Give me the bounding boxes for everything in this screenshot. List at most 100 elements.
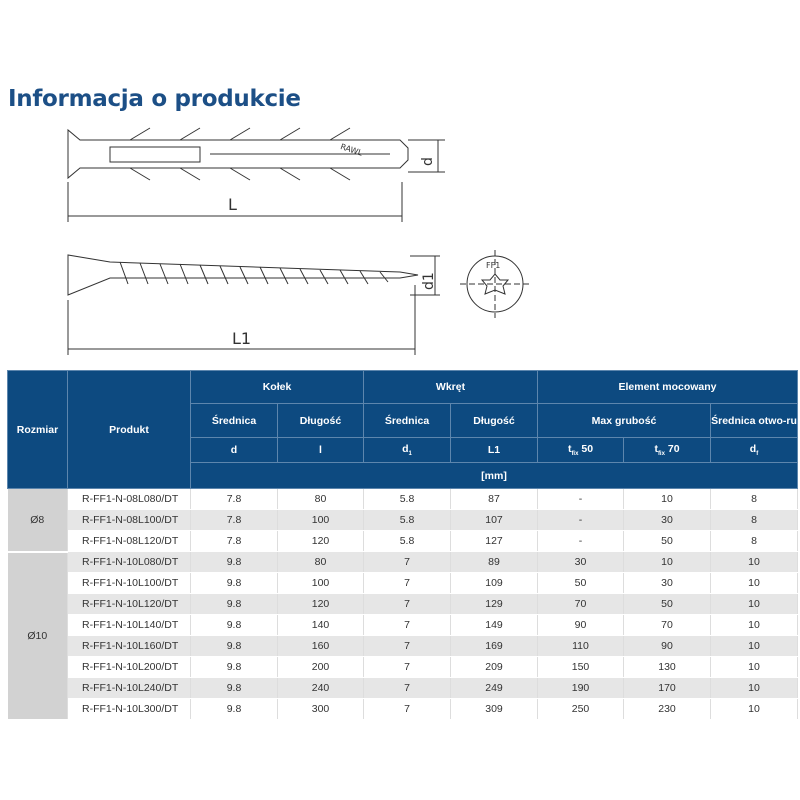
unit-mm: [mm] xyxy=(190,462,798,489)
value-cell: 209 xyxy=(450,656,538,678)
value-cell: 5.8 xyxy=(363,530,451,552)
value-cell: 7 xyxy=(363,635,451,657)
value-cell: 5.8 xyxy=(363,509,451,531)
value-cell: 7.8 xyxy=(190,488,278,510)
product-code: R-FF1-N-10L120/DT xyxy=(67,593,191,615)
value-cell: 10 xyxy=(623,488,711,510)
table-row: R-FF1-N-10L100/DT 9.8 100 7 109 50 30 10 xyxy=(8,572,798,594)
value-cell: 107 xyxy=(450,509,538,531)
value-cell: 9.8 xyxy=(190,677,278,699)
brand-label: RAWL xyxy=(339,142,364,158)
value-cell: - xyxy=(537,488,624,510)
product-code: R-FF1-N-08L120/DT xyxy=(67,530,191,552)
product-code: R-FF1-N-10L140/DT xyxy=(67,614,191,636)
page-title: Informacja o produkcie xyxy=(8,86,301,112)
value-cell: 10 xyxy=(710,677,798,699)
value-cell: 30 xyxy=(623,509,711,531)
table-row: R-FF1-N-08L120/DT 7.8 120 5.8 127-50 8 xyxy=(8,530,798,552)
value-cell: - xyxy=(537,530,624,552)
value-cell: 169 xyxy=(450,635,538,657)
value-cell: 10 xyxy=(710,614,798,636)
value-cell: 10 xyxy=(710,635,798,657)
dim-L: L xyxy=(228,195,237,214)
value-cell: 7 xyxy=(363,572,451,594)
value-cell: 9.8 xyxy=(190,635,278,657)
table-row: R-FF1-N-10L240/DT 9.8 240 7 249 190 170 10 xyxy=(8,677,798,699)
value-cell: 200 xyxy=(277,656,364,678)
dim-d1: d1 xyxy=(421,272,437,290)
value-cell: 50 xyxy=(623,530,711,552)
value-cell: 120 xyxy=(277,530,364,552)
sym-d1: d1 xyxy=(363,437,451,463)
value-cell: 7 xyxy=(363,614,451,636)
table-row: Ø10 R-FF1-N-10L080/DT 9.8 80 7 89 30 10 10 xyxy=(7,551,798,721)
size-cell: Ø8 xyxy=(7,488,68,553)
value-cell: 150 xyxy=(537,656,624,678)
value-cell: 10 xyxy=(710,698,798,720)
value-cell: 240 xyxy=(277,677,364,699)
table-row: R-FF1-N-10L160/DT 9.8 160 7 169 110 90 10 xyxy=(8,635,798,657)
table-row: Ø8 R-FF1-N-08L080/DT 7.8 80 5.8 87-10 8 xyxy=(7,488,798,553)
table-row: R-FF1-N-10L200/DT 9.8 200 7 209 150 130 10 xyxy=(8,656,798,678)
value-cell: 249 xyxy=(450,677,538,699)
sym-L1: L1 xyxy=(450,437,538,463)
value-cell: 7 xyxy=(363,677,451,699)
value-cell: 129 xyxy=(450,593,538,615)
value-cell: 109 xyxy=(450,572,538,594)
sym-df: df xyxy=(710,437,798,463)
value-cell: - xyxy=(537,509,624,531)
value-cell: 10 xyxy=(710,593,798,615)
product-code: R-FF1-N-10L200/DT xyxy=(67,656,191,678)
value-cell: 7 xyxy=(363,698,451,720)
value-cell: 30 xyxy=(623,572,711,594)
value-cell: 87 xyxy=(450,488,538,510)
value-cell: 309 xyxy=(450,698,538,720)
product-code: R-FF1-N-10L300/DT xyxy=(67,698,191,720)
size-cell: Ø10 xyxy=(7,551,68,721)
value-cell: 130 xyxy=(623,656,711,678)
header-produkt: Produkt xyxy=(67,370,191,489)
value-cell: 7.8 xyxy=(190,509,278,531)
dim-L1: L1 xyxy=(232,329,251,348)
header-dlugosc: Długość xyxy=(277,403,364,438)
value-cell: 80 xyxy=(277,551,364,573)
value-cell: 89 xyxy=(450,551,538,573)
value-cell: 90 xyxy=(537,614,624,636)
dim-d: d xyxy=(420,157,436,166)
header-kolek: Kołek xyxy=(190,370,364,404)
value-cell: 7 xyxy=(363,551,451,573)
value-cell: 149 xyxy=(450,614,538,636)
table-row: R-FF1-N-10L140/DT 9.8 140 7 149 90 70 10 xyxy=(8,614,798,636)
value-cell: 100 xyxy=(277,572,364,594)
value-cell: 250 xyxy=(537,698,624,720)
product-table: Rozmiar Produkt Kołek Wkręt Element moco… xyxy=(7,370,798,721)
value-cell: 50 xyxy=(537,572,624,594)
value-cell: 8 xyxy=(710,488,798,510)
value-cell: 100 xyxy=(277,509,364,531)
value-cell: 127 xyxy=(450,530,538,552)
value-cell: 9.8 xyxy=(190,551,278,573)
table-row: R-FF1-N-08L100/DT 7.8 100 5.8 107-30 8 xyxy=(8,509,798,531)
sym-tfix70: tfix 70 xyxy=(623,437,711,463)
header-rozmiar: Rozmiar xyxy=(7,370,68,489)
sym-d: d xyxy=(190,437,278,463)
header-max-grubosc: Max grubość xyxy=(537,403,711,438)
header-srednica: Średnica xyxy=(363,403,451,438)
value-cell: 9.8 xyxy=(190,614,278,636)
table-row: R-FF1-N-10L120/DT 9.8 120 7 129 70 50 10 xyxy=(8,593,798,615)
value-cell: 7.8 xyxy=(190,530,278,552)
value-cell: 5.8 xyxy=(363,488,451,510)
value-cell: 10 xyxy=(710,656,798,678)
value-cell: 170 xyxy=(623,677,711,699)
product-code: R-FF1-N-10L080/DT xyxy=(67,551,191,573)
value-cell: 10 xyxy=(623,551,711,573)
value-cell: 120 xyxy=(277,593,364,615)
value-cell: 30 xyxy=(537,551,624,573)
value-cell: 9.8 xyxy=(190,698,278,720)
value-cell: 190 xyxy=(537,677,624,699)
value-cell: 9.8 xyxy=(190,656,278,678)
header-srednica: Średnica xyxy=(190,403,278,438)
anchor-plug-drawing: RAWL L d xyxy=(67,127,445,222)
value-cell: 230 xyxy=(623,698,711,720)
value-cell: 50 xyxy=(623,593,711,615)
